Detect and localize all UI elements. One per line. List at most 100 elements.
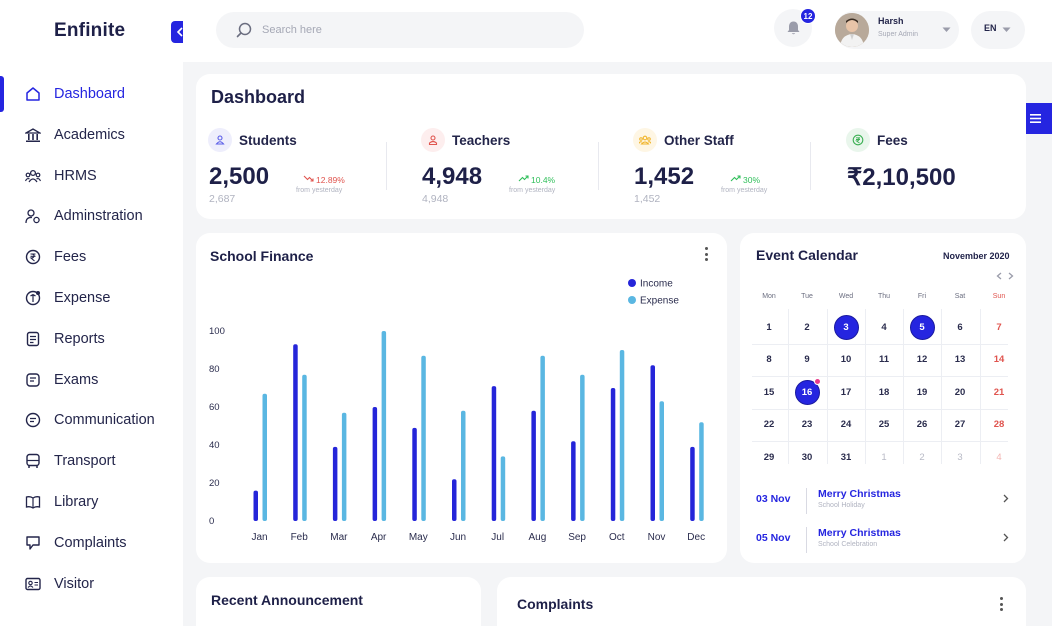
calendar-day[interactable]: 13: [941, 344, 979, 376]
calendar-day[interactable]: 10: [827, 344, 865, 376]
event-item[interactable]: 03 Nov Merry Christmas School Holiday: [740, 488, 1026, 518]
calendar-day[interactable]: 3: [941, 441, 979, 473]
day-number: 11: [878, 354, 890, 365]
stat-title: Teachers: [452, 133, 511, 148]
sidebar-item-label: Dashboard: [54, 86, 125, 102]
search-input[interactable]: [262, 12, 562, 48]
sidebar-item-label: Complaints: [54, 534, 127, 551]
calendar-day[interactable]: 23: [788, 409, 826, 441]
dashboard-stats-card: Dashboard: [196, 74, 1026, 219]
chevron-left-icon[interactable]: [996, 272, 1002, 280]
calendar-day[interactable]: 6: [941, 311, 979, 343]
calendar-day[interactable]: 1: [750, 311, 788, 343]
bar-expense-mar: [341, 412, 347, 521]
calendar-day[interactable]: 4: [980, 441, 1018, 473]
sidebar-item-complaints[interactable]: Complaints: [0, 525, 183, 561]
calendar-day[interactable]: 16: [788, 376, 826, 408]
calendar-day[interactable]: 9: [788, 344, 826, 376]
calendar-day[interactable]: 3: [827, 311, 865, 343]
x-tick-label: Jan: [251, 532, 267, 543]
day-number: 4: [996, 451, 1002, 463]
calendar-day[interactable]: 27: [941, 409, 979, 441]
more-options-icon[interactable]: [1000, 597, 1004, 614]
event-item[interactable]: 05 Nov Merry Christmas School Celebration: [740, 526, 1026, 557]
announcement-title: Recent Announcement: [211, 592, 363, 608]
stat-value: 4,948: [422, 163, 483, 190]
calendar-day[interactable]: 26: [903, 409, 941, 441]
calendar-day[interactable]: 12: [903, 344, 941, 376]
chevron-down-icon: [942, 27, 951, 32]
sidebar-item-library[interactable]: Library: [0, 484, 183, 520]
weekday-label: Fri: [917, 293, 927, 300]
calendar-day[interactable]: 5: [903, 311, 941, 343]
weekday-label: Sun: [992, 293, 1006, 300]
people-group-icon: [25, 168, 41, 184]
calendar-day[interactable]: 1: [865, 441, 903, 473]
grid-line: [941, 309, 942, 464]
day-number: 4: [881, 321, 887, 333]
sidebar: Enfinite Dashboard Academics HRMS Adminstra…: [0, 0, 189, 626]
calendar-day[interactable]: 15: [750, 376, 788, 408]
sidebar-item-transport[interactable]: Transport: [0, 443, 183, 479]
sidebar-item-fees[interactable]: Fees: [0, 239, 183, 275]
sidebar-item-visitor[interactable]: Visitor: [0, 566, 183, 602]
report-icon: [25, 331, 41, 347]
day-number: 17: [840, 386, 852, 398]
x-tick-label: Mar: [330, 532, 348, 543]
chevron-right-icon[interactable]: [1008, 272, 1014, 280]
calendar-day[interactable]: 25: [865, 409, 903, 441]
more-options-icon[interactable]: [705, 247, 709, 264]
calendar-day[interactable]: 22: [750, 409, 788, 441]
x-tick-label: Jul: [491, 532, 504, 543]
calendar-day[interactable]: 28: [980, 409, 1018, 441]
sidebar-item-adminstration[interactable]: Adminstration: [0, 198, 183, 234]
user-profile-menu[interactable]: Harsh Super Admin: [835, 11, 959, 49]
search-icon: [236, 22, 252, 38]
staff-icon: [633, 128, 657, 152]
grid-line: [865, 309, 866, 464]
stat-value: 2,500: [209, 163, 270, 190]
calendar-day[interactable]: 21: [980, 376, 1018, 408]
day-number: 19: [916, 386, 928, 398]
stat-change: 30%: [743, 175, 761, 185]
sidebar-item-reports[interactable]: Reports: [0, 321, 183, 357]
notifications-button[interactable]: [774, 9, 812, 47]
calendar-day[interactable]: 19: [903, 376, 941, 408]
sidebar-item-communication[interactable]: Communication: [0, 402, 183, 438]
calendar-day[interactable]: 29: [750, 441, 788, 473]
grid-line: [788, 309, 789, 464]
user-role: Super Admin: [878, 31, 919, 38]
calendar-day[interactable]: 18: [865, 376, 903, 408]
x-tick-label: Apr: [371, 532, 387, 543]
sidebar-item-dashboard[interactable]: Dashboard: [0, 76, 183, 112]
calendar-day[interactable]: 4: [865, 311, 903, 343]
sidebar-item-label: Transport: [54, 453, 116, 470]
sidebar-item-exams[interactable]: Exams: [0, 362, 183, 398]
calendar-day[interactable]: 2: [788, 311, 826, 343]
calendar-day[interactable]: 20: [941, 376, 979, 408]
sidebar-item-academics[interactable]: Academics: [0, 117, 183, 153]
calendar-day[interactable]: 2: [903, 441, 941, 473]
calendar-day[interactable]: 14: [980, 344, 1018, 376]
stat-previous-value: 4,948: [422, 193, 449, 205]
calendar-day[interactable]: 7: [980, 311, 1018, 343]
calendar-day[interactable]: 24: [827, 409, 865, 441]
calendar-day[interactable]: 8: [750, 344, 788, 376]
book-icon: [25, 494, 41, 510]
event-subtitle: School Celebration: [818, 540, 878, 548]
day-number: 28: [993, 419, 1005, 430]
bar-income-mar: [332, 446, 338, 521]
language-selector[interactable]: EN: [971, 11, 1025, 49]
sidebar-item-hrms[interactable]: HRMS: [0, 158, 183, 194]
sidebar-item-label: Fees: [54, 249, 87, 266]
stat-previous-value: 1,452: [634, 193, 661, 205]
school-finance-card: School Finance 0 20 40 60 80 100 Jan Feb Mar Apr M…: [196, 233, 727, 563]
weekday-label: Thu: [877, 293, 891, 300]
stat-change: 10.4%: [531, 175, 556, 185]
x-tick-label: Aug: [529, 532, 547, 543]
sidebar-item-expense[interactable]: Expense: [0, 280, 183, 316]
calendar-day[interactable]: 30: [788, 441, 826, 473]
calendar-day[interactable]: 11: [865, 344, 903, 376]
calendar-day[interactable]: 31: [827, 441, 865, 473]
calendar-day[interactable]: 17: [827, 376, 865, 408]
